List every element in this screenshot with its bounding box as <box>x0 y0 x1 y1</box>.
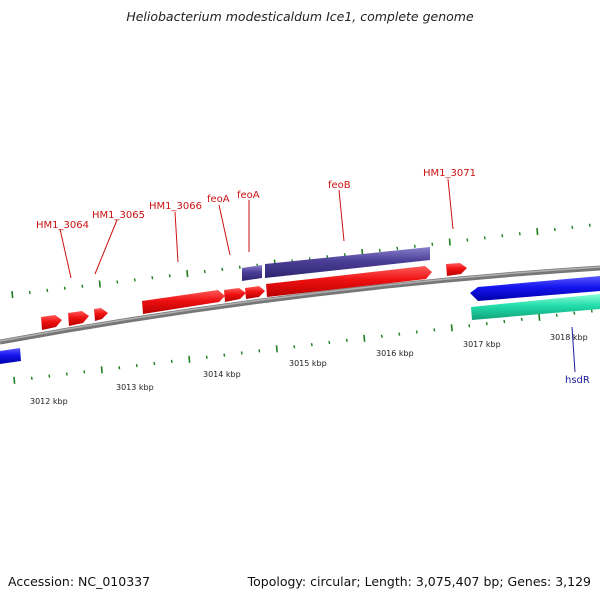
outer-ring-tick <box>12 291 13 298</box>
inner-ring-tick <box>399 333 400 336</box>
outer-ring-tick <box>555 228 556 231</box>
leader-hm1-3071 <box>448 179 453 229</box>
outer-ring-tick <box>537 228 538 235</box>
inner-ring-tick <box>557 314 558 317</box>
gene-label-hm1-3064[interactable]: HM1_3064 <box>36 220 89 231</box>
outer-ring-tick <box>117 281 118 284</box>
gene-arrow-left-edge[interactable] <box>0 348 21 364</box>
inner-ring-tick <box>469 324 470 327</box>
inner-tick-ring <box>14 310 592 384</box>
inner-ring-tick <box>487 322 488 325</box>
kbp-label-3018: 3018 kbp <box>550 333 588 342</box>
outer-ring-tick <box>222 268 223 271</box>
outer-ring-tick <box>100 281 101 288</box>
inner-ring-tick <box>417 331 418 334</box>
gene-arrow-feoa-1[interactable] <box>224 288 246 302</box>
outer-ring-tick <box>432 243 433 246</box>
leader-hm1-3064 <box>60 229 71 278</box>
inner-ring-tick <box>224 354 225 357</box>
inner-ring-tick <box>189 356 190 363</box>
outer-ring-tick <box>590 224 591 227</box>
inner-ring-tick <box>242 352 243 355</box>
outer-ring-tick <box>170 274 171 277</box>
outer-ring-tick <box>502 234 503 237</box>
outer-ring-tick <box>65 287 66 290</box>
inner-ring-tick <box>277 345 278 352</box>
inner-ring-tick <box>434 328 435 331</box>
outer-ring-tick <box>240 266 241 269</box>
kbp-labels: 3012 kbp 3013 kbp 3014 kbp 3015 kbp 3016… <box>30 333 588 406</box>
outer-ring-tick <box>152 276 153 279</box>
kbp-label-3014: 3014 kbp <box>203 370 241 379</box>
inner-ring-tick <box>592 310 593 313</box>
leader-hm1-3065 <box>95 220 117 274</box>
kbp-label-3017: 3017 kbp <box>463 340 501 349</box>
inner-ring-tick <box>259 349 260 352</box>
inner-ring-tick <box>207 356 208 359</box>
leader-hm1-3066 <box>175 212 178 262</box>
outer-ring-tick <box>82 285 83 288</box>
genome-summary-text: Topology: circular; Length: 3,075,407 bp… <box>248 574 591 589</box>
inner-ring-tick <box>504 320 505 323</box>
kbp-label-3013: 3013 kbp <box>116 383 154 392</box>
inner-ring-tick <box>119 366 120 369</box>
gene-arrow-feoa-2[interactable] <box>245 286 265 299</box>
inner-ring-tick <box>102 366 103 373</box>
inner-ring-tick <box>347 339 348 342</box>
outer-ring-tick <box>520 232 521 235</box>
leader-feob <box>339 190 344 241</box>
outer-ring-tick <box>380 249 381 252</box>
gene-label-hm1-3066[interactable]: HM1_3066 <box>149 201 202 212</box>
inner-ring-tick <box>49 375 50 378</box>
gene-label-feob[interactable]: feoB <box>328 180 351 191</box>
inner-ring-tick <box>329 341 330 344</box>
outer-ring-tick <box>47 289 48 292</box>
inner-ring-tick <box>154 362 155 365</box>
inner-ring-tick <box>382 335 383 338</box>
outer-ring-tick <box>187 270 188 277</box>
kbp-label-3012: 3012 kbp <box>30 397 68 406</box>
outer-ring-tick <box>30 291 31 294</box>
kbp-label-3015: 3015 kbp <box>289 359 327 368</box>
outer-ring-tick <box>572 226 573 229</box>
outer-ring-tick <box>467 239 468 242</box>
outer-ring-tick <box>135 278 136 281</box>
gene-arrow-hm1-3065[interactable] <box>68 311 89 326</box>
outer-ring-tick <box>450 239 451 246</box>
inner-ring-tick <box>67 373 68 376</box>
outer-ring-tick <box>415 245 416 248</box>
gene-arrow-hm1-3071[interactable] <box>446 263 467 276</box>
outer-ring-tick <box>397 247 398 250</box>
inner-ring-tick <box>32 377 33 380</box>
gene-label-hm1-3065[interactable]: HM1_3065 <box>92 210 145 221</box>
inner-ring-tick <box>312 343 313 346</box>
inner-ring-tick <box>14 377 15 384</box>
outer-ring-tick <box>345 253 346 256</box>
outer-ring-tick <box>205 270 206 273</box>
gene-label-feoa-2[interactable]: feoA <box>237 190 260 201</box>
inner-ring-tick <box>364 335 365 342</box>
gene-arrow-hm1-3064[interactable] <box>41 315 62 330</box>
kbp-label-3016: 3016 kbp <box>376 349 414 358</box>
inner-ring-tick <box>539 314 540 321</box>
inner-ring-tick <box>172 360 173 363</box>
inner-ring-tick <box>294 345 295 348</box>
leader-feoa-1 <box>219 205 230 255</box>
gene-label-hm1-3071[interactable]: HM1_3071 <box>423 168 476 179</box>
inner-ring-tick <box>84 370 85 373</box>
inner-ring-tick <box>522 318 523 321</box>
inner-ring-tick <box>574 312 575 315</box>
accession-text: Accession: NC_010337 <box>8 574 150 589</box>
gene-arrow-hm1-3065b[interactable] <box>94 308 108 321</box>
gene-label-feoa-1[interactable]: feoA <box>207 194 230 205</box>
outer-ring-tick <box>485 236 486 239</box>
feoa-cds-bar[interactable] <box>242 265 262 281</box>
gene-label-hsdr[interactable]: hsdR <box>565 375 590 386</box>
inner-ring-tick <box>452 324 453 331</box>
inner-ring-tick <box>137 364 138 367</box>
